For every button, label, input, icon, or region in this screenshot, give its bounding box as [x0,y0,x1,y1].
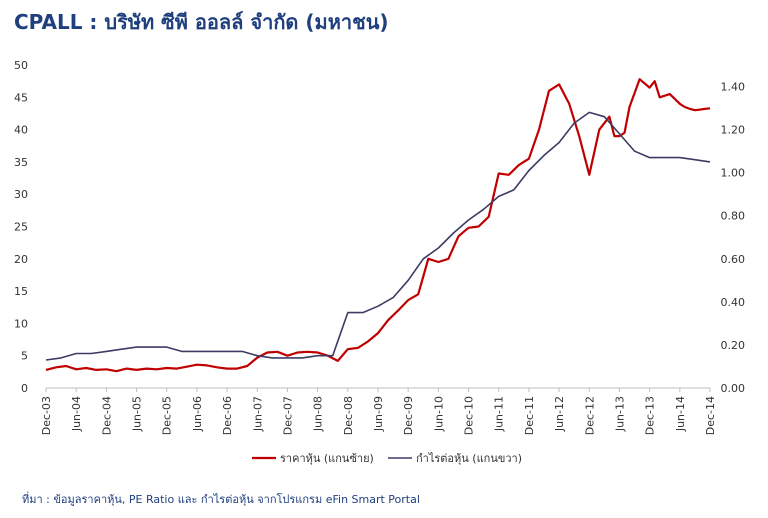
left-axis-tick-label: 25 [14,221,28,234]
x-axis-tick-label: Jun-07 [251,396,264,432]
x-axis-tick-label: Dec-05 [161,396,174,435]
left-axis-tick-label: 10 [14,317,28,330]
x-axis-tick-label: Dec-07 [281,396,294,435]
x-axis-tick-label: Dec-11 [523,396,536,435]
legend-eps-label: กำไรต่อหุ้น (แกนขวา) [416,452,522,465]
x-axis-tick-label: Dec-09 [402,396,415,435]
right-axis-tick-label: 0.60 [721,253,746,266]
x-axis-tick-label: Jun-05 [131,396,144,432]
x-axis-tick-label: Dec-13 [644,396,657,435]
x-axis-tick-label: Jun-12 [553,396,566,432]
right-axis-tick-label: 1.40 [721,81,746,94]
x-axis-tick-label: Jun-04 [70,396,83,432]
left-axis-tick-label: 45 [14,91,28,104]
eps-series-line [45,111,711,361]
x-axis-tick-label: Jun-10 [432,396,445,432]
left-axis-tick-label: 40 [14,124,28,137]
right-axis-tick-label: 1.20 [721,124,746,137]
x-axis-tick-label: Dec-12 [583,396,596,435]
source-note: ที่มา : ข้อมูลราคาหุ้น, PE Ratio และ กำไ… [22,493,420,506]
x-axis-tick-label: Dec-08 [342,396,355,435]
right-axis-tick-label: 0.40 [721,296,746,309]
x-axis-tick-label: Jun-08 [312,396,325,432]
right-axis-tick-label: 0.80 [721,210,746,223]
left-axis-tick-label: 20 [14,253,28,266]
x-axis-tick-label: Dec-06 [221,396,234,435]
left-axis-tick-label: 50 [14,59,28,72]
left-axis-tick-label: 35 [14,156,28,169]
left-axis-tick-label: 5 [21,350,28,363]
left-axis-tick-label: 30 [14,188,28,201]
x-axis-tick-label: Jun-06 [191,396,204,432]
x-axis-tick-label: Dec-10 [463,396,476,435]
legend-price-label: ราคาหุ้น (แกนซ้าย) [280,452,374,465]
left-axis-tick-label: 0 [21,382,28,395]
price-series-line [45,78,711,373]
x-axis-tick-label: Dec-03 [40,396,53,435]
x-axis-tick-label: Dec-04 [100,396,113,435]
right-axis-tick-label: 0.20 [721,339,746,352]
chart-title: CPALL : บริษัท ซีพี ออลล์ จำกัด (มหาชน) [14,10,389,34]
x-axis-tick-label: Jun-09 [372,396,385,432]
right-axis-tick-label: 0.00 [721,382,746,395]
right-axis-tick-label: 1.00 [721,167,746,180]
left-axis-tick-label: 15 [14,285,28,298]
x-axis-tick-label: Jun-13 [613,396,626,432]
x-axis-tick-label: Dec-14 [704,396,717,435]
x-axis-tick-label: Jun-14 [674,396,687,432]
x-axis-tick-label: Jun-11 [493,396,506,432]
